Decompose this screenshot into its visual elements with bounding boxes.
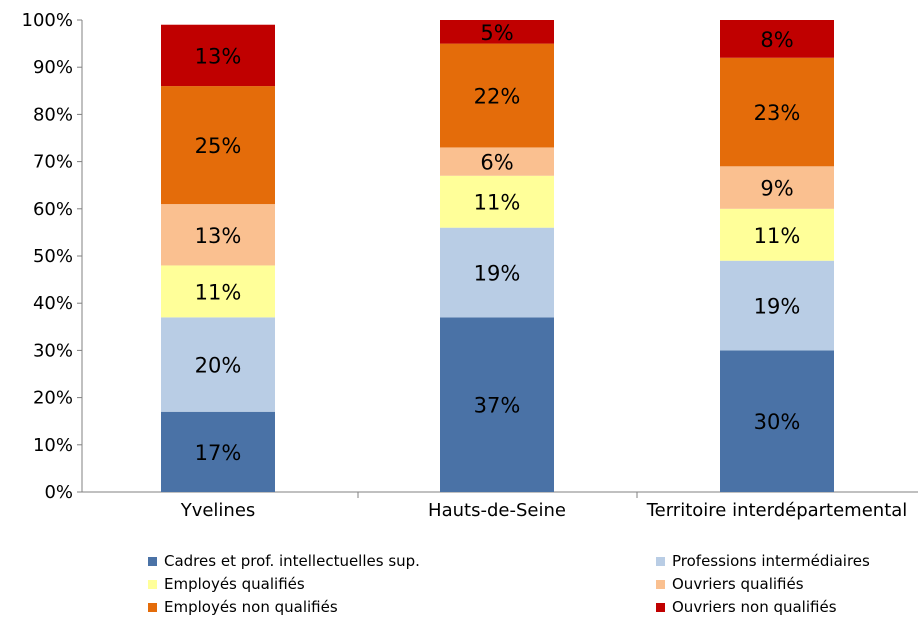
bar-segment bbox=[440, 43, 554, 148]
bar-segment bbox=[161, 204, 275, 266]
bar-segment bbox=[720, 260, 834, 351]
legend-swatch bbox=[148, 603, 157, 612]
data-label: 17% bbox=[195, 441, 242, 465]
data-label: 22% bbox=[474, 85, 521, 109]
bar-segment bbox=[720, 166, 834, 209]
legend-swatch bbox=[656, 603, 665, 612]
y-tick-label: 30% bbox=[33, 340, 73, 361]
data-label: 23% bbox=[754, 101, 801, 125]
y-tick-label: 20% bbox=[33, 388, 73, 409]
bar-segment bbox=[161, 86, 275, 205]
y-tick-label: 100% bbox=[22, 10, 73, 31]
legend-label: Employés qualifiés bbox=[164, 575, 305, 593]
bar-segment bbox=[720, 350, 834, 492]
data-label: 11% bbox=[754, 224, 801, 248]
bar-segment bbox=[161, 24, 275, 87]
data-label: 19% bbox=[474, 262, 521, 286]
bar-segment bbox=[161, 317, 275, 412]
data-label: 30% bbox=[754, 410, 801, 434]
y-tick-label: 50% bbox=[33, 246, 73, 267]
legend-swatch bbox=[656, 557, 665, 566]
y-tick-label: 40% bbox=[33, 293, 73, 314]
y-tick-label: 90% bbox=[33, 57, 73, 78]
legend-label: Cadres et prof. intellectuelles sup. bbox=[164, 552, 420, 570]
legend-label: Employés non qualifiés bbox=[164, 598, 338, 616]
data-label: 25% bbox=[195, 134, 242, 158]
category-label: Yvelines bbox=[180, 500, 256, 521]
legend-swatch bbox=[148, 557, 157, 566]
legend-label: Ouvriers qualifiés bbox=[672, 575, 804, 593]
data-label: 13% bbox=[195, 224, 242, 248]
bar-segment bbox=[440, 20, 554, 44]
bar-segment bbox=[440, 317, 554, 492]
data-label: 19% bbox=[754, 295, 801, 319]
y-tick-label: 0% bbox=[44, 482, 73, 503]
legend-swatch bbox=[148, 580, 157, 589]
legend-layer: Cadres et prof. intellectuelles sup. Prof… bbox=[148, 552, 870, 616]
y-tick-label: 60% bbox=[33, 199, 73, 220]
category-label: Hauts-de-Seine bbox=[428, 500, 566, 521]
chart-rotated-group: 0% 10% 20% 30% 40% 50% 60% 70% 80% 90% 100% Yveline… bbox=[22, 10, 918, 616]
legend-label: Ouvriers non qualifiés bbox=[672, 598, 837, 616]
data-label: 6% bbox=[480, 151, 513, 175]
data-label: 37% bbox=[474, 394, 521, 418]
data-label: 11% bbox=[195, 280, 242, 304]
bar-segment bbox=[440, 147, 554, 176]
data-label: 20% bbox=[195, 354, 242, 378]
data-label: 9% bbox=[760, 177, 793, 201]
bar-segment bbox=[440, 175, 554, 228]
data-label: 8% bbox=[760, 28, 793, 52]
bar-segment bbox=[161, 411, 275, 492]
y-tick-label: 80% bbox=[33, 104, 73, 125]
bar-segment bbox=[720, 57, 834, 167]
data-label: 13% bbox=[195, 44, 242, 68]
category-label: Territoire interdépartemental bbox=[646, 500, 908, 521]
y-tick-label: 10% bbox=[33, 435, 73, 456]
bars-layer: 17% 20% 11% 13% 25% 13% 37% 19% 11% 6% 22% 5% 30% 19%… bbox=[161, 20, 834, 492]
bar-segment bbox=[161, 265, 275, 318]
data-label: 11% bbox=[474, 191, 521, 215]
legend-label: Professions intermédiaires bbox=[672, 552, 870, 570]
legend-swatch bbox=[656, 580, 665, 589]
bar-segment bbox=[720, 20, 834, 58]
y-tick-label: 70% bbox=[33, 152, 73, 173]
bar-segment bbox=[440, 227, 554, 318]
data-label: 5% bbox=[480, 21, 513, 45]
bar-segment bbox=[720, 208, 834, 261]
